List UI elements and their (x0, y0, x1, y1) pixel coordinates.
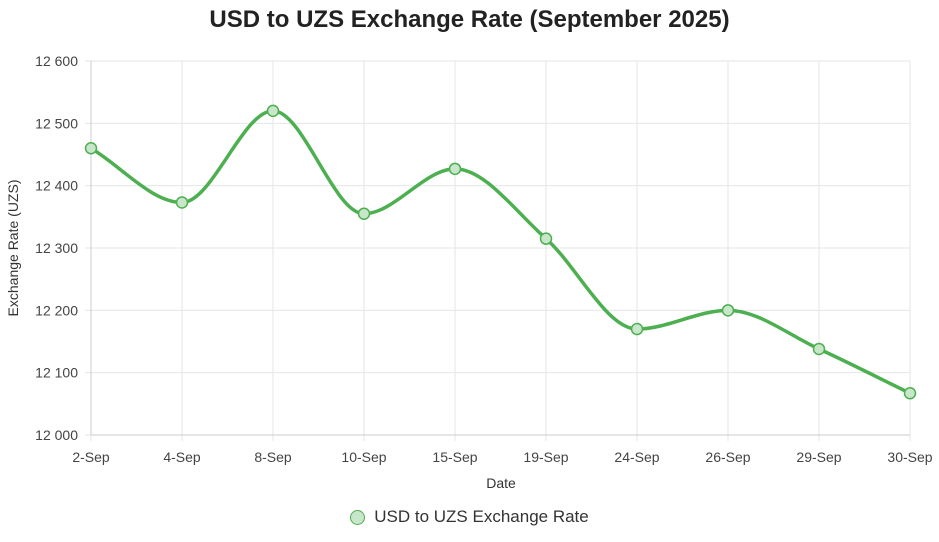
y-tick-label: 12 300 (35, 240, 78, 256)
data-point[interactable] (721, 304, 735, 317)
y-axis-label: Exchange Rate (UZS) (5, 180, 21, 317)
x-tick-labels: 2-Sep 4-Sep 8-Sep 10-Sep 15-Sep 19-Sep 24-Sep 2… (72, 449, 932, 465)
x-tick-label: 19-Sep (523, 449, 568, 465)
data-point[interactable] (357, 207, 371, 220)
data-point[interactable] (175, 196, 189, 209)
data-point[interactable] (903, 386, 917, 400)
y-tick-labels: 12 000 12 100 12 200 12 300 12 400 12 500 12 6… (35, 53, 78, 443)
data-point[interactable] (630, 322, 644, 336)
legend-swatch (350, 509, 366, 525)
data-point[interactable] (448, 162, 462, 176)
grid-lines (85, 60, 911, 441)
axes (90, 61, 910, 436)
legend[interactable]: USD to UZS Exchange Rate (0, 507, 939, 530)
x-tick-label: 15-Sep (432, 449, 477, 465)
x-tick-label: 10-Sep (341, 449, 386, 465)
y-tick-label: 12 100 (35, 365, 78, 381)
y-tick-label: 12 600 (35, 53, 78, 69)
data-points (84, 104, 917, 400)
y-tick-label: 12 000 (35, 427, 78, 443)
x-tick-label: 8-Sep (254, 449, 292, 465)
y-tick-label: 12 200 (35, 302, 78, 318)
x-tick-label: 26-Sep (705, 449, 750, 465)
y-tick-label: 12 500 (35, 115, 78, 131)
x-tick-label: 30-Sep (887, 449, 932, 465)
chart-title: USD to UZS Exchange Rate (September 2025… (209, 6, 730, 33)
data-point[interactable] (539, 232, 553, 245)
x-tick-label: 2-Sep (72, 449, 110, 465)
series-line (90, 109, 911, 395)
legend-label: USD to UZS Exchange Rate (374, 507, 589, 526)
x-tick-label: 29-Sep (796, 449, 841, 465)
data-point[interactable] (812, 342, 826, 356)
y-tick-label: 12 400 (35, 178, 78, 194)
data-point[interactable] (266, 104, 280, 118)
x-tick-label: 4-Sep (163, 449, 201, 465)
x-tick-label: 24-Sep (614, 449, 659, 465)
x-axis-label: Date (486, 475, 516, 491)
data-point[interactable] (84, 142, 98, 155)
